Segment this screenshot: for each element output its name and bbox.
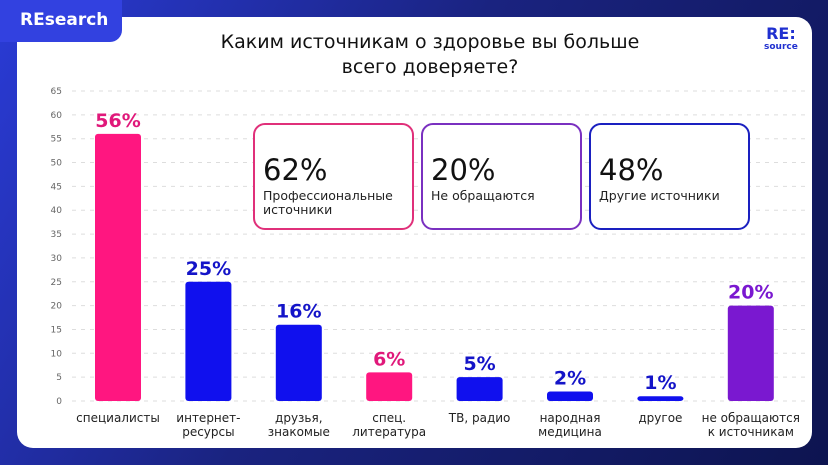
data-label: 2% <box>554 367 586 389</box>
callout-label: Профессиональные источники <box>263 188 393 217</box>
bar <box>727 305 774 401</box>
card <box>17 17 812 448</box>
callout-value: 20% <box>431 153 496 187</box>
bar <box>275 324 322 401</box>
callout-label: Другие источники <box>599 188 720 203</box>
y-tick-label: 10 <box>51 349 63 359</box>
bar <box>95 133 141 401</box>
data-label: 16% <box>276 301 321 323</box>
callout-box: 48% Другие источники <box>589 123 750 230</box>
callout-value: 62% <box>263 153 328 187</box>
callout-label: Не обращаются <box>431 188 535 203</box>
y-tick-label: 35 <box>51 230 62 240</box>
callout-box: 62% Профессиональные источники <box>253 123 414 230</box>
data-label: 1% <box>644 372 676 394</box>
research-tab: REsearch <box>0 0 122 42</box>
y-tick-label: 30 <box>51 254 63 264</box>
y-tick-label: 55 <box>51 135 62 145</box>
x-category-label: друзья, знакомые <box>268 411 330 439</box>
bar <box>366 372 413 401</box>
callout-value: 48% <box>599 153 664 187</box>
y-tick-label: 15 <box>51 325 62 335</box>
x-category-label: не обращаются к источникам <box>702 411 800 439</box>
x-category-label: интернет-ресурсы <box>176 411 240 439</box>
y-tick-label: 45 <box>51 182 62 192</box>
y-tick-label: 50 <box>51 159 63 169</box>
logo: RE: source <box>764 24 798 53</box>
y-tick-label: 65 <box>51 87 62 97</box>
chart-title: Каким источникам о здоровье вы больше вс… <box>220 31 640 78</box>
x-category-label: спец. литература <box>352 411 426 439</box>
y-tick-label: 60 <box>51 111 63 121</box>
callout-box: 20% Не обращаются <box>421 123 582 230</box>
y-tick-label: 40 <box>51 206 63 216</box>
bar <box>456 377 503 401</box>
x-category-label: другое <box>638 411 682 425</box>
y-tick-label: 5 <box>56 373 62 383</box>
data-label: 6% <box>373 348 405 370</box>
bar <box>547 391 593 401</box>
data-label: 20% <box>728 282 773 304</box>
bar <box>185 281 232 401</box>
data-label: 5% <box>463 353 495 375</box>
x-category-label: народная медицина <box>538 411 602 439</box>
data-label: 56% <box>95 110 140 132</box>
y-tick-label: 25 <box>51 278 62 288</box>
bar <box>637 396 684 401</box>
data-label: 25% <box>186 258 231 280</box>
y-tick-label: 20 <box>51 302 63 312</box>
y-tick-label: 0 <box>56 397 62 407</box>
x-category-label: специалисты <box>76 411 160 425</box>
x-category-label: ТВ, радио <box>448 411 511 425</box>
